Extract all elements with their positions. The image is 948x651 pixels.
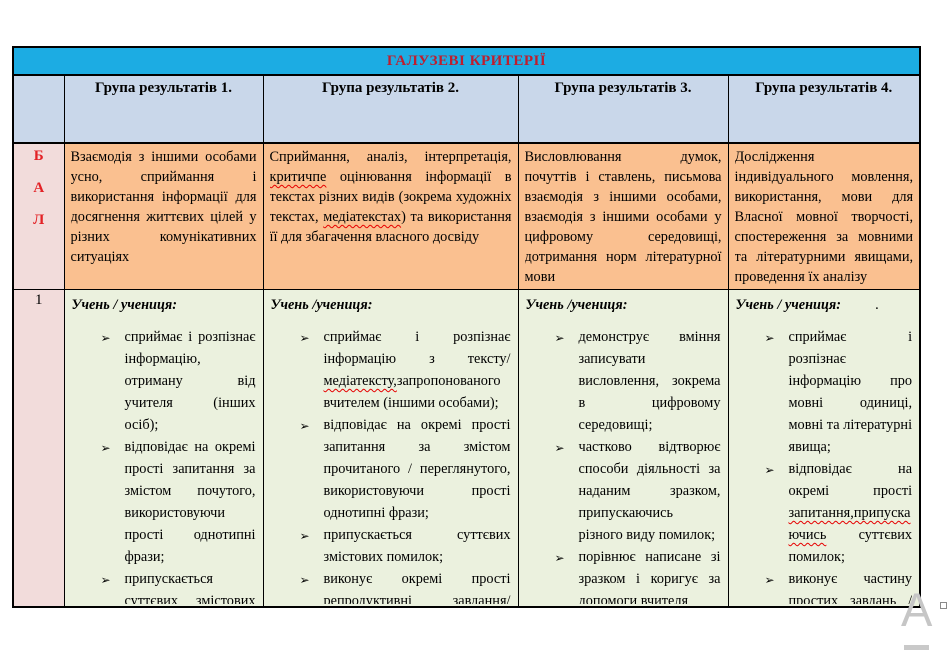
level-cell-group-2: Учень /учениця: ➢ сприймає і розпізнає інф… xyxy=(262,289,519,608)
arrow-bullet-icon: ➢ xyxy=(764,331,775,345)
arrow-bullet-icon: ➢ xyxy=(100,331,111,345)
arrow-bullet-icon: ➢ xyxy=(764,573,775,587)
text-segment: виконує окремі прості репродуктивні завд… xyxy=(323,571,511,604)
column-header-group-3: Група результатів 3. xyxy=(517,74,729,144)
criteria-row: Б А Л Взаємодія з іншими особами усно, с… xyxy=(12,142,921,290)
column-header-group-1: Група результатів 1. xyxy=(63,74,264,144)
descriptor-list: ➢ сприймає і розпізнає інформацію про мов… xyxy=(736,326,913,604)
criteria-text: Висловлювання думок, почуттів і ставлень… xyxy=(525,147,722,287)
descriptor-item: ➢ демонструє вміння записувати висловленн… xyxy=(552,326,721,436)
title-row: ГАЛУЗЕВІ КРИТЕРІЇ xyxy=(12,46,921,76)
text-segment: відповідає на окремі прості запитання за… xyxy=(124,439,256,565)
misspelled-word: медіатексту, xyxy=(323,373,397,389)
column-header-group-2: Група результатів 2. xyxy=(262,74,519,144)
text-segment: порівнює написане зі зразком і коригує з… xyxy=(578,549,721,604)
level-cell-content: Учень /учениця: ➢ демонструє вміння запису… xyxy=(526,293,721,604)
misspelled-word: критичпе xyxy=(269,169,327,185)
descriptor-item: ➢ сприймає і розпізнає інформацію, отрима… xyxy=(98,326,256,436)
descriptor-item: ➢ виконує частину простих завдань / навча… xyxy=(762,568,913,604)
text-segment: Взаємодія з іншими особами усно, сприйма… xyxy=(70,149,257,265)
level-cell-group-1: Учень / учениця: ➢ сприймає і розпізнає ін… xyxy=(63,289,264,608)
level-cell-content: Учень / учениця: ➢ сприймає і розпізнає ін… xyxy=(72,293,256,604)
misspelled-word: медіатекстах xyxy=(323,209,402,225)
text-segment: сприймає і розпізнає інформацію з тексту… xyxy=(323,329,511,367)
text-segment: ) та використання її для збагачення влас… xyxy=(269,209,512,245)
background-bar xyxy=(904,645,929,650)
descriptor-list: ➢ демонструє вміння записувати висловленн… xyxy=(526,326,721,604)
text-segment: відповідає на окремі прості запитання за… xyxy=(323,417,511,521)
background-letter-a: A xyxy=(901,583,933,636)
bal-letter-l: Л xyxy=(33,212,45,228)
text-segment: Сприймання, аналіз, інтерпретація, xyxy=(269,149,512,165)
heading-note: . xyxy=(875,297,879,313)
arrow-bullet-icon: ➢ xyxy=(554,441,565,455)
pupil-heading: Учень / учениця:. xyxy=(735,297,879,313)
level-cell-group-3: Учень /учениця: ➢ демонструє вміння запису… xyxy=(517,289,729,608)
bal-letter-a: А xyxy=(33,180,45,196)
level-cell-content: Учень /учениця: ➢ сприймає і розпізнає інф… xyxy=(271,293,511,604)
text-segment: припускається суттєвих змістових помилок… xyxy=(323,527,511,565)
column-header-group-4: Група результатів 4. xyxy=(727,74,921,144)
arrow-bullet-icon: ➢ xyxy=(100,573,111,587)
descriptor-item: ➢ виконує окремі прості репродуктивні зав… xyxy=(297,568,511,604)
text-segment: демонструє вміння записувати висловлення… xyxy=(578,329,721,433)
criteria-cell-group-3: Висловлювання думок, почуттів і ставлень… xyxy=(517,142,729,290)
arrow-bullet-icon: ➢ xyxy=(554,331,565,345)
arrow-bullet-icon: ➢ xyxy=(299,331,310,345)
descriptor-item: ➢ порівнює написане зі зразком і коригує … xyxy=(552,546,721,604)
text-segment: сприймає і розпізнає інформацію про мовн… xyxy=(788,329,913,455)
criteria-cell-group-2: Сприймання, аналіз, інтерпретація, крити… xyxy=(262,142,519,290)
text-segment: оцінювання інформації в текстах різних в… xyxy=(269,169,512,225)
text-segment: Висловлювання думок, почуттів і ставлень… xyxy=(524,149,722,285)
text-segment: Дослідження індивідуального мовлення, ви… xyxy=(734,149,914,285)
criteria-text: Сприймання, аналіз, інтерпретація, крити… xyxy=(270,147,512,287)
arrow-bullet-icon: ➢ xyxy=(764,463,775,477)
descriptor-item: ➢ сприймає і розпізнає інформацію з текст… xyxy=(297,326,511,414)
arrow-bullet-icon: ➢ xyxy=(299,573,310,587)
descriptor-item: ➢ припускається суттєвих змістових помило… xyxy=(98,568,256,604)
table-resize-handle[interactable] xyxy=(940,602,947,609)
table-title: ГАЛУЗЕВІ КРИТЕРІЇ xyxy=(12,46,921,76)
pupil-heading: Учень /учениця: xyxy=(270,297,373,313)
corner-cell xyxy=(12,74,65,144)
text-segment: відповідає на окремі прості xyxy=(788,461,913,499)
text-segment: сприймає і розпізнає інформацію, отриман… xyxy=(124,329,256,433)
misspelled-word: запитання,припускаючись xyxy=(788,505,911,543)
descriptor-item: ➢ відповідає на окремі прості запитання з… xyxy=(297,414,511,524)
level-1-row: 1 Учень / учениця: ➢ сприймає і розпізнає … xyxy=(12,289,921,608)
bal-letter-b: Б xyxy=(33,148,44,164)
descriptor-item: ➢ відповідає на окремі прості запитання,п… xyxy=(762,458,913,568)
criteria-cell-group-4: Дослідження індивідуального мовлення, ви… xyxy=(727,142,921,290)
descriptor-item: ➢ сприймає і розпізнає інформацію про мов… xyxy=(762,326,913,458)
level-cell-content: Учень / учениця:. ➢ сприймає і розпізнає і… xyxy=(736,293,913,604)
pupil-heading: Учень /учениця: xyxy=(525,297,628,313)
arrow-bullet-icon: ➢ xyxy=(299,419,310,433)
descriptor-item: ➢ відповідає на окремі прості запитання з… xyxy=(98,436,256,568)
text-segment: припускається суттєвих змістових помилок… xyxy=(124,571,256,604)
criteria-text: Дослідження індивідуального мовлення, ви… xyxy=(735,147,914,287)
arrow-bullet-icon: ➢ xyxy=(554,551,565,565)
descriptor-list: ➢ сприймає і розпізнає інформацію, отрима… xyxy=(72,326,256,604)
text-segment: запропонованого вчителем (іншими особами… xyxy=(323,373,501,411)
descriptor-item: ➢ припускається суттєвих змістових помило… xyxy=(297,524,511,568)
text-segment: суттєвих помилок; xyxy=(788,527,913,565)
score-cell: 1 xyxy=(12,289,65,608)
descriptor-list: ➢ сприймає і розпізнає інформацію з текст… xyxy=(271,326,511,604)
criteria-table: ГАЛУЗЕВІ КРИТЕРІЇ Група результатів 1. Г… xyxy=(12,46,922,608)
criteria-cell-group-1: Взаємодія з іншими особами усно, сприйма… xyxy=(63,142,264,290)
level-cell-group-4: Учень / учениця:. ➢ сприймає і розпізнає і… xyxy=(727,289,921,608)
bal-column-header: Б А Л xyxy=(12,142,65,290)
pupil-heading: Учень / учениця: xyxy=(71,297,178,313)
arrow-bullet-icon: ➢ xyxy=(299,529,310,543)
criteria-text: Взаємодія з іншими особами усно, сприйма… xyxy=(71,147,257,287)
arrow-bullet-icon: ➢ xyxy=(100,441,111,455)
column-header-row: Група результатів 1. Група результатів 2… xyxy=(12,74,921,144)
text-segment: частково відтворює способи діяльності за… xyxy=(578,439,721,543)
text-segment: виконує частину простих завдань / навчал… xyxy=(788,571,913,604)
descriptor-item: ➢ частково відтворює способи діяльності з… xyxy=(552,436,721,546)
